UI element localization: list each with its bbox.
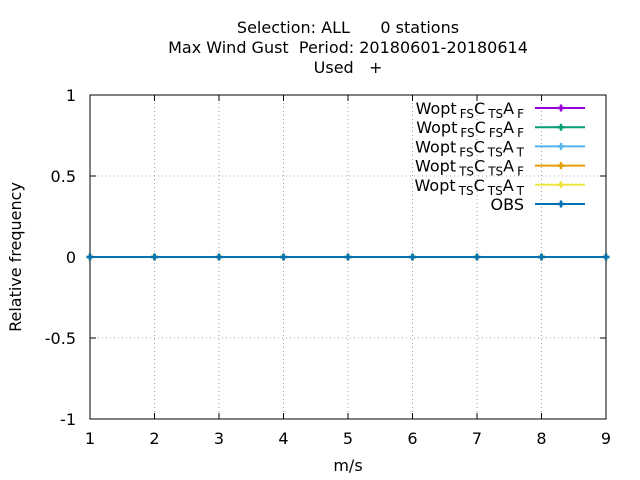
x-tick-label: 6 — [407, 429, 417, 448]
legend-label: Wopt TSC TSA F — [415, 157, 524, 179]
legend-label: OBS — [491, 195, 524, 214]
data-point — [602, 253, 610, 261]
y-tick-label: 1 — [66, 86, 76, 105]
data-point — [344, 253, 352, 261]
y-axis-label: Relative frequency — [6, 182, 25, 332]
data-point — [473, 253, 481, 261]
title-line: Used + — [314, 58, 383, 77]
legend-item: Wopt FSC TSA F — [416, 99, 585, 121]
y-tick-label: 0 — [66, 248, 76, 267]
legend-marker — [557, 162, 565, 170]
legend-marker — [557, 142, 565, 150]
x-tick-label: 4 — [278, 429, 288, 448]
x-tick-label: 8 — [536, 429, 546, 448]
legend-item: Wopt TSC TSA T — [415, 176, 585, 198]
legend-label: Wopt FSC TSA T — [415, 137, 525, 159]
data-point — [86, 253, 94, 261]
legend-item: Wopt TSC TSA F — [415, 157, 585, 179]
x-tick-label: 9 — [601, 429, 611, 448]
legend-marker — [557, 104, 565, 112]
y-tick-label: -1 — [60, 410, 76, 429]
series-5 — [86, 253, 610, 261]
title-line: Max Wind Gust Period: 20180601-20180614 — [168, 38, 528, 57]
legend-marker — [557, 123, 565, 131]
axis-ticks: 1 2 3 4 5 6 7 8 9 -1 -0.5 0 0.5 1 — [45, 86, 611, 448]
legend-label: Wopt FSC TSA F — [416, 99, 525, 121]
legend-item: Wopt FSC FSA F — [416, 118, 585, 140]
legend-item: Wopt FSC TSA T — [415, 137, 585, 159]
x-tick-label: 3 — [214, 429, 224, 448]
legend-marker — [557, 181, 565, 189]
data-point — [538, 253, 545, 261]
x-tick-label: 7 — [472, 429, 482, 448]
legend-label: Wopt FSC FSA F — [416, 118, 524, 140]
y-tick-label: -0.5 — [45, 329, 76, 348]
data-point — [151, 253, 158, 261]
title-line: Selection: ALL 0 stations — [237, 18, 459, 37]
data-point — [409, 253, 416, 261]
data-point — [215, 253, 223, 261]
series-layer — [86, 253, 610, 261]
x-axis-label: m/s — [333, 456, 362, 475]
data-point — [280, 253, 287, 261]
legend-item: OBS — [491, 195, 585, 214]
legend-marker — [557, 200, 565, 208]
legend-label: Wopt TSC TSA T — [415, 176, 525, 198]
x-tick-label: 2 — [149, 429, 159, 448]
x-tick-label: 5 — [343, 429, 353, 448]
x-tick-label: 1 — [85, 429, 95, 448]
y-tick-label: 0.5 — [51, 167, 76, 186]
